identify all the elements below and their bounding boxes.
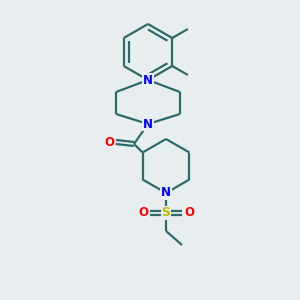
Text: N: N — [143, 118, 153, 130]
Text: O: O — [184, 206, 194, 220]
Text: N: N — [143, 74, 153, 86]
Text: S: S — [161, 206, 170, 220]
Text: N: N — [161, 187, 171, 200]
Text: O: O — [138, 206, 148, 220]
Text: O: O — [104, 136, 114, 148]
